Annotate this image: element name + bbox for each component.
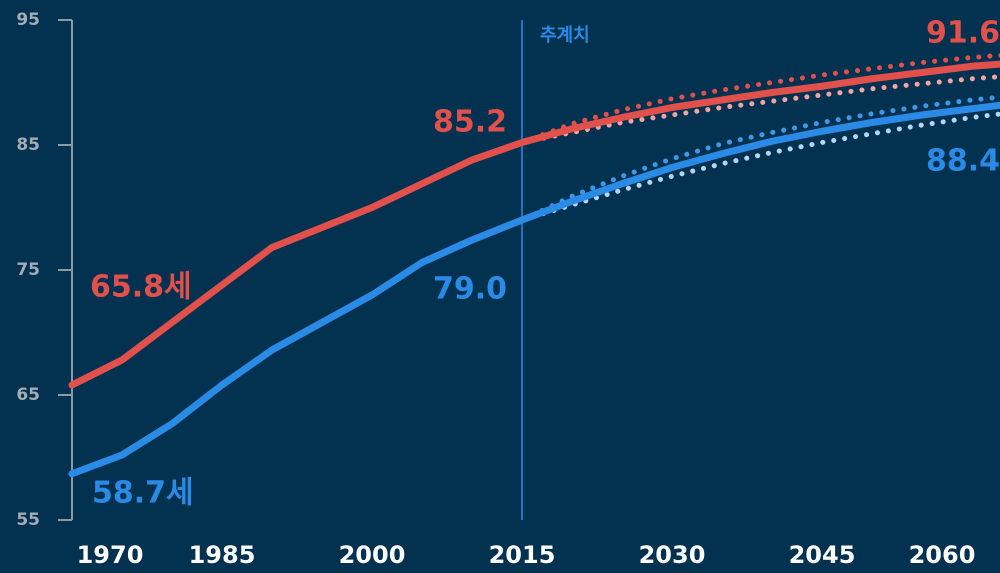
projection-label: 추계치 <box>540 25 590 46</box>
y-tick-label: 75 <box>16 260 40 280</box>
data-label: 58.7세 <box>92 476 194 511</box>
y-tick-label: 55 <box>16 510 40 530</box>
x-tick-label: 2060 <box>909 541 976 569</box>
x-tick-label: 2000 <box>339 541 406 569</box>
data-label: 85.2 <box>433 105 507 140</box>
x-tick-label: 2030 <box>639 541 706 569</box>
projection-band-line <box>519 94 1000 223</box>
x-tick-label: 2015 <box>489 541 556 569</box>
projection-band-line <box>519 111 1000 223</box>
series-line <box>68 60 1000 389</box>
y-tick-label: 95 <box>16 10 40 30</box>
data-label: 65.8세 <box>90 270 192 305</box>
data-label: 88.4 <box>926 144 1000 179</box>
data-label: 79.0 <box>433 272 507 307</box>
projection-band-line <box>519 74 1000 145</box>
x-tick-label: 2045 <box>789 541 856 569</box>
y-tick-label: 85 <box>16 135 40 155</box>
y-tick-label: 65 <box>16 385 40 405</box>
projection-band-line <box>519 52 1000 145</box>
x-tick-label: 1970 <box>77 541 144 569</box>
series-line <box>68 101 1000 478</box>
x-tick-label: 1985 <box>189 541 256 569</box>
data-label: 91.6 <box>926 16 1000 51</box>
